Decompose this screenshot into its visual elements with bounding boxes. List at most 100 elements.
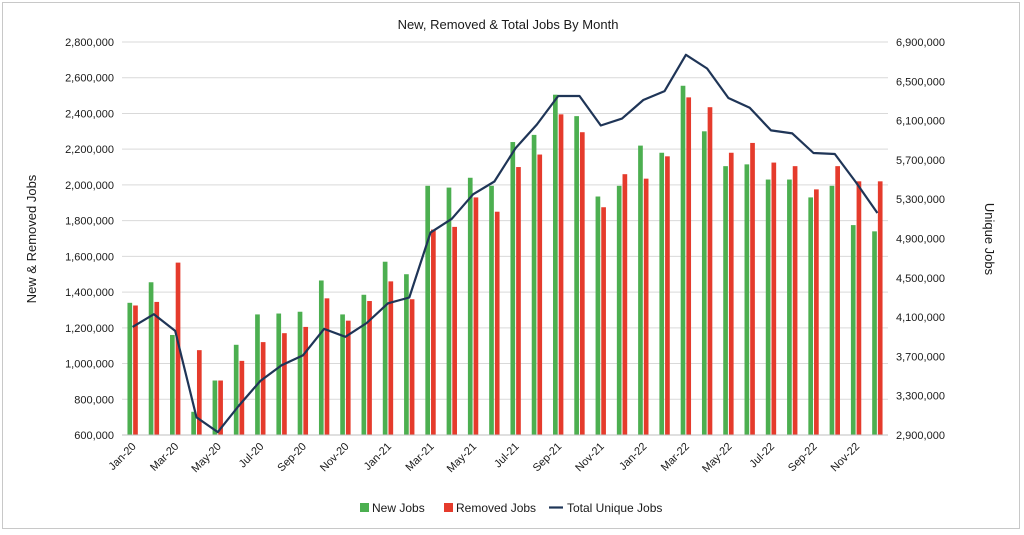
y2-tick-label: 3,300,000 (896, 391, 945, 403)
bar-removed-jobs (452, 226, 457, 435)
x-tick-label: Nov-22 (829, 441, 863, 475)
y2-tick-label: 4,100,000 (896, 312, 945, 324)
x-tick-label: Jul-20 (237, 441, 267, 471)
y2-tick-label: 4,900,000 (896, 234, 945, 246)
bar-removed-jobs (537, 154, 543, 436)
bar-removed-jobs (771, 162, 777, 436)
x-tick-label: Jan-21 (362, 441, 394, 473)
bar-removed-jobs (665, 156, 670, 435)
x-tick-label: Sep-21 (531, 441, 565, 475)
y2-axis-label: Unique Jobs (982, 203, 997, 276)
bar-new-jobs (170, 334, 175, 435)
bar-new-jobs (425, 185, 431, 435)
bar-removed-jobs (601, 207, 606, 435)
x-tick-label: Sep-22 (786, 441, 820, 475)
y-tick-label: 2,400,000 (65, 108, 114, 120)
x-tick-label: May-21 (445, 441, 479, 475)
line-marks (132, 53, 879, 434)
legend-label-total-unique-jobs: Total Unique Jobs (567, 501, 662, 515)
legend-swatch-removed-jobs (444, 503, 453, 512)
y-tick-label: 2,000,000 (65, 180, 114, 192)
bar-new-jobs (318, 280, 324, 435)
y-tick-label: 1,000,000 (65, 359, 114, 371)
bar-removed-jobs (728, 152, 734, 435)
bar-new-jobs (765, 179, 771, 435)
legend-label-new-jobs: New Jobs (372, 501, 425, 515)
bar-new-jobs (127, 302, 133, 435)
y-tick-label: 1,800,000 (65, 216, 114, 228)
bar-new-jobs (446, 187, 452, 435)
y2-tick-label: 2,900,000 (896, 430, 945, 442)
bar-new-jobs (638, 145, 643, 436)
bar-removed-jobs (239, 360, 245, 435)
x-tick-label: Jul-22 (747, 441, 777, 471)
chart-title: New, Removed & Total Jobs By Month (398, 17, 619, 32)
bar-removed-jobs (750, 142, 755, 435)
y-tick-label: 1,400,000 (65, 287, 114, 299)
bar-new-jobs (829, 185, 835, 435)
bar-removed-jobs (643, 178, 649, 436)
legend: New Jobs Removed Jobs Total Unique Jobs (360, 501, 662, 515)
x-tick-label: Nov-21 (573, 441, 607, 475)
y2-tick-label: 6,100,000 (896, 116, 945, 128)
bar-new-jobs (531, 134, 537, 435)
bar-new-jobs (340, 314, 345, 435)
bar-removed-jobs (856, 181, 862, 435)
bar-removed-jobs (835, 166, 840, 435)
bar-new-jobs (659, 152, 665, 435)
x-tick-label: Nov-20 (318, 441, 352, 475)
y2-tick-label: 6,900,000 (896, 37, 945, 49)
bar-removed-jobs (367, 301, 372, 435)
bar-new-jobs (744, 164, 750, 435)
bar-removed-jobs (558, 114, 564, 436)
bar-marks (127, 85, 883, 436)
bar-new-jobs (191, 411, 196, 435)
bar-new-jobs (489, 185, 494, 435)
bar-removed-jobs (388, 281, 394, 435)
bar-new-jobs (382, 261, 388, 435)
bar-new-jobs (467, 177, 473, 435)
x-tick-label: Jul-21 (492, 441, 522, 471)
bar-new-jobs (574, 116, 579, 435)
bar-new-jobs (276, 313, 282, 435)
y2-tick-label: 6,500,000 (896, 76, 945, 88)
bar-new-jobs (850, 225, 856, 435)
bar-removed-jobs (409, 299, 415, 435)
y-tick-label: 2,600,000 (65, 73, 114, 85)
bar-removed-jobs (792, 166, 798, 435)
y-tick-label: 600,000 (74, 430, 114, 442)
bar-removed-jobs (686, 97, 692, 436)
bar-removed-jobs (579, 132, 585, 435)
bar-new-jobs (701, 131, 707, 435)
bar-removed-jobs (494, 211, 500, 435)
bar-new-jobs (148, 282, 154, 435)
bar-removed-jobs (473, 197, 479, 435)
bar-removed-jobs (431, 229, 436, 435)
bar-new-jobs (787, 179, 792, 435)
bar-removed-jobs (303, 326, 309, 435)
bar-new-jobs (297, 311, 303, 435)
legend-label-removed-jobs: Removed Jobs (456, 501, 536, 515)
bar-new-jobs (616, 185, 622, 435)
y-tick-label: 1,200,000 (65, 323, 114, 335)
bar-new-jobs (233, 344, 239, 435)
bar-removed-jobs (196, 350, 202, 435)
x-tick-label: Mar-22 (659, 441, 692, 474)
bar-removed-jobs (877, 181, 883, 435)
bar-new-jobs (255, 314, 260, 435)
bar-removed-jobs (260, 342, 266, 435)
x-tick-label: Sep-20 (275, 441, 309, 475)
chart-canvas: New, Removed & Total Jobs By Month New &… (24, 17, 997, 515)
bar-removed-jobs (345, 320, 351, 435)
bar-removed-jobs (154, 301, 160, 435)
bar-removed-jobs (622, 174, 628, 435)
legend-swatch-new-jobs (360, 503, 369, 512)
y2-tick-label: 5,300,000 (896, 194, 945, 206)
y-tick-label: 2,800,000 (65, 37, 114, 49)
bar-new-jobs (595, 196, 601, 435)
bar-removed-jobs (516, 167, 521, 435)
bar-removed-jobs (324, 298, 330, 435)
y2-tick-label: 4,500,000 (896, 273, 945, 285)
bar-removed-jobs (218, 380, 223, 435)
bar-new-jobs (808, 197, 814, 435)
